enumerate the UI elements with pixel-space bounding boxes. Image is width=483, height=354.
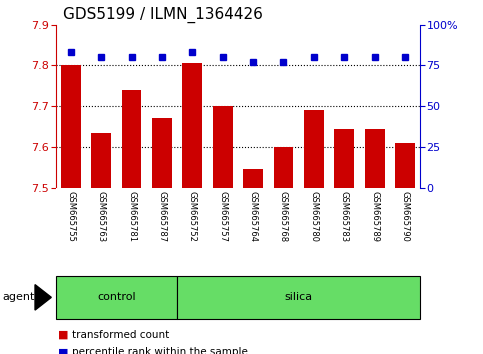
Text: control: control <box>97 292 136 302</box>
Bar <box>91 133 111 188</box>
Bar <box>243 169 263 188</box>
Bar <box>365 130 384 188</box>
Bar <box>395 143 415 188</box>
Text: silica: silica <box>284 292 313 302</box>
Text: GSM665763: GSM665763 <box>97 191 106 242</box>
Text: GSM665755: GSM665755 <box>66 191 75 242</box>
Text: GSM665789: GSM665789 <box>370 191 379 242</box>
Text: GSM665768: GSM665768 <box>279 191 288 242</box>
Text: GSM665757: GSM665757 <box>218 191 227 242</box>
Polygon shape <box>35 285 51 310</box>
Bar <box>334 129 354 188</box>
Text: ■: ■ <box>58 347 69 354</box>
Text: GSM665790: GSM665790 <box>400 191 410 242</box>
FancyBboxPatch shape <box>56 276 177 319</box>
FancyBboxPatch shape <box>177 276 420 319</box>
Text: GSM665787: GSM665787 <box>157 191 167 242</box>
Text: percentile rank within the sample: percentile rank within the sample <box>72 347 248 354</box>
Bar <box>304 110 324 188</box>
Text: GSM665764: GSM665764 <box>249 191 257 242</box>
Text: GSM665783: GSM665783 <box>340 191 349 242</box>
Bar <box>122 90 142 188</box>
Bar <box>183 63 202 188</box>
Text: ■: ■ <box>58 330 69 339</box>
Text: GSM665780: GSM665780 <box>309 191 318 242</box>
Bar <box>213 106 232 188</box>
Bar <box>61 65 81 188</box>
Text: GDS5199 / ILMN_1364426: GDS5199 / ILMN_1364426 <box>63 7 263 23</box>
Text: transformed count: transformed count <box>72 330 170 339</box>
Text: GSM665752: GSM665752 <box>188 191 197 242</box>
Text: GSM665781: GSM665781 <box>127 191 136 242</box>
Text: agent: agent <box>2 292 35 302</box>
Bar <box>152 118 172 188</box>
Bar <box>273 147 293 188</box>
